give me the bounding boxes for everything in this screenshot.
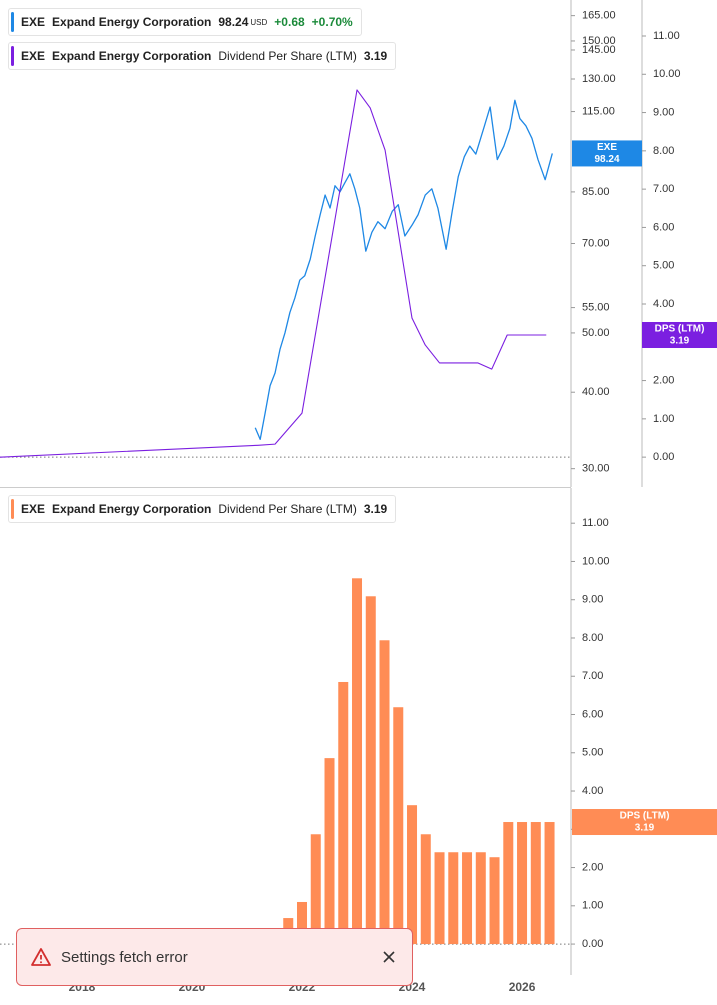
y-tick-label: 0.00 [582,938,603,950]
bar [338,681,349,945]
legend-metric: Dividend Per Share (LTM) [218,502,357,516]
bar [420,834,431,945]
y-tick-label: 1.00 [582,900,603,912]
bar [393,707,404,945]
error-toast: Settings fetch error [16,928,413,986]
badge-value: 3.19 [670,336,690,347]
y-tick-label: 0.00 [653,451,674,463]
y-tick-label: 5.00 [653,260,674,272]
bar [310,834,321,945]
y-tick-label: 55.00 [582,301,610,313]
y-tick-label: 10.00 [582,555,610,567]
y-tick-label: 30.00 [582,463,610,475]
legend-price: EXE Expand Energy Corporation 98.24 USD … [8,8,362,36]
bar [503,822,514,945]
y-tick-label: 6.00 [582,708,603,720]
y-tick-label: 6.00 [653,221,674,233]
legend-change: +0.68 [274,15,305,29]
y-tick-label: 7.00 [653,183,674,195]
bar [462,852,473,945]
price-badge [572,809,717,836]
badge-value: 98.24 [594,154,619,165]
bar [434,852,445,945]
bar [365,596,376,945]
bar [324,758,335,945]
y-tick-label: 5.00 [582,747,603,759]
close-button[interactable] [382,950,396,964]
y-tick-label: 11.00 [653,30,680,42]
legend-name: Expand Energy Corporation [52,15,212,29]
y-tick-label: 9.00 [582,594,603,606]
y-tick-label: 8.00 [582,632,603,644]
x-tick-label: 2026 [509,980,536,994]
y-tick-label: 85.00 [582,186,610,198]
bar [352,578,363,945]
y-tick-label: 150.00 [582,35,616,47]
y-tick-label: 40.00 [582,386,610,398]
legend-last: 3.19 [363,502,388,516]
y-tick-label: 4.00 [653,298,674,310]
warning-icon [31,948,51,966]
legend-name: Expand Energy Corporation [52,502,212,516]
bar [530,822,541,945]
badge-value: 3.19 [635,823,655,834]
series-line [254,99,553,440]
legend-currency: USD [250,17,268,27]
legend-color [11,12,14,32]
badge-label: DPS (LTM) [620,811,670,822]
legend-change-pct: +0.70% [311,15,353,29]
y-tick-label: 165.00 [582,10,616,22]
price-badge [642,322,717,349]
bar [407,805,418,945]
legend-color [11,46,14,66]
series-line [0,89,547,458]
y-tick-label: 8.00 [653,145,674,157]
y-tick-label: 10.00 [653,68,681,80]
bar [379,640,390,945]
bar [544,822,555,945]
bar [489,857,500,945]
y-tick-label: 11.00 [582,517,609,529]
y-tick-label: 1.00 [653,413,674,425]
legend-color [11,499,14,519]
bar [297,901,308,945]
y-tick-label: 2.00 [582,861,603,873]
toast-message: Settings fetch error [61,948,188,966]
legend-dps: EXE Expand Energy Corporation Dividend P… [8,42,397,70]
legend-metric: Dividend Per Share (LTM) [218,49,357,63]
y-tick-label: 9.00 [653,106,674,118]
y-tick-label: 130.00 [582,73,616,85]
y-tick-label: 4.00 [582,785,603,797]
bar [517,822,528,945]
legend-name: Expand Energy Corporation [52,49,212,63]
bar [475,852,486,945]
legend-ticker: EXE [21,502,46,516]
y-tick-label: 115.00 [582,105,615,117]
y-tick-label: 145.00 [582,44,616,56]
badge-label: EXE [597,142,617,153]
legend-last: 98.24 [218,15,249,29]
y-tick-label: 2.00 [653,374,674,386]
legend-bars: EXE Expand Energy Corporation Dividend P… [8,495,397,523]
price-badge [572,140,642,167]
bar [448,852,459,945]
y-tick-label: 50.00 [582,327,610,339]
legend-last: 3.19 [363,49,388,63]
badge-label: DPS (LTM) [655,324,705,335]
legend-ticker: EXE [21,15,46,29]
y-tick-label: 70.00 [582,237,610,249]
y-tick-label: 7.00 [582,670,603,682]
legend-ticker: EXE [21,49,46,63]
